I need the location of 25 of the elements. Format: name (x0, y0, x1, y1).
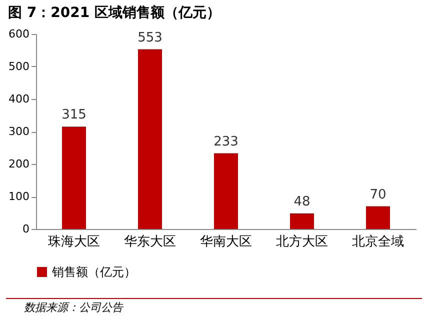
y-tick-label: 0 (22, 222, 30, 236)
y-tick-label: 100 (8, 190, 30, 203)
x-tick-label: 北京全域 (352, 234, 404, 250)
y-tick-label: 500 (8, 60, 30, 73)
data-label: 233 (214, 134, 238, 150)
bar (62, 126, 86, 229)
data-label: 48 (294, 194, 310, 210)
x-tick-label: 华东大区 (124, 234, 176, 250)
data-label: 315 (62, 108, 86, 123)
bar (366, 206, 390, 229)
bar (290, 213, 314, 229)
y-tick-label: 400 (8, 92, 30, 106)
chart-title: 图 7：2021 区域销售额（亿元） (8, 4, 220, 21)
legend-label: 销售额（亿元） (51, 265, 136, 279)
y-tick-label: 600 (8, 28, 30, 40)
y-tick-label: 200 (8, 158, 30, 170)
source-note: 数据来源：公司公告 (24, 301, 124, 315)
bar (214, 153, 238, 229)
data-label: 553 (138, 30, 162, 46)
x-tick-label: 华南大区 (200, 234, 252, 250)
bar (138, 49, 162, 229)
y-tick-label: 300 (8, 125, 30, 138)
x-tick-label: 北方大区 (276, 234, 328, 250)
x-tick-label: 珠海大区 (48, 234, 100, 250)
data-label: 70 (370, 187, 386, 202)
